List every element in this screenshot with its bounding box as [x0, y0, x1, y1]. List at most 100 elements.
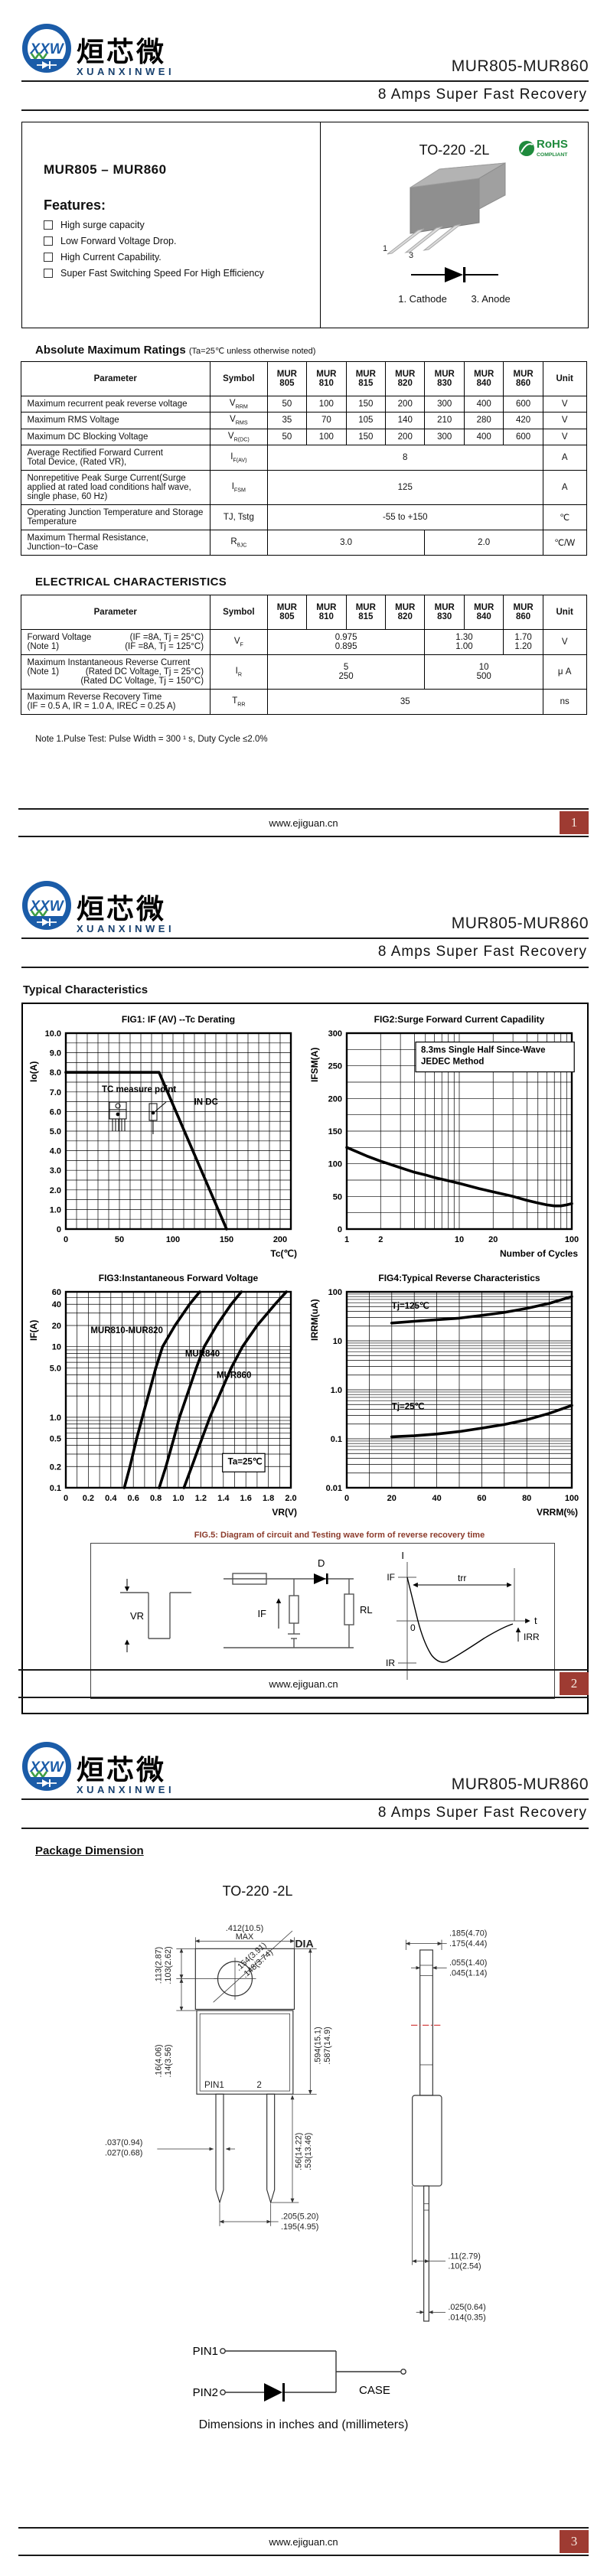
logo-chinese-name: 烜芯微	[77, 35, 167, 67]
svg-text:1.2: 1.2	[195, 1494, 207, 1503]
fig4-cell: FIG4:Typical Reverse Characteristics 0 20 4…	[305, 1270, 586, 1523]
fig4-reverse-characteristics-chart: FIG4:Typical Reverse Characteristics 0 20 4…	[309, 1273, 579, 1518]
svg-text:8.3ms Single Half Since-Wave: 8.3ms Single Half Since-Wave	[421, 1046, 546, 1055]
svg-text:IR: IR	[386, 1658, 395, 1668]
footer-url: www.ejiguan.cn	[269, 1678, 338, 1690]
table-row: Maximum Reverse Recovery Time (IF = 0.5 A…	[20, 688, 587, 715]
package-panel: TO-220 -2L RoHS COMPLIANT	[321, 122, 588, 328]
svg-text:.594(15.1): .594(15.1)	[313, 2027, 322, 2064]
svg-text:1.0: 1.0	[50, 1205, 61, 1215]
svg-text:XXW: XXW	[29, 41, 64, 57]
svg-text:.014(0.35): .014(0.35)	[448, 2313, 485, 2322]
fig1-derating-chart: FIG1: IF (AV) --Tc Derating 0 50 100 150 200 0…	[28, 1014, 297, 1259]
svg-text:0: 0	[64, 1494, 68, 1503]
svg-text:.113(2.87): .113(2.87)	[154, 1947, 163, 1984]
characteristics-chart-box: FIG1: IF (AV) --Tc Derating 0 50 100 150 200 0…	[21, 1003, 589, 1714]
page-1: XXW 烜芯微 XUANXINWEI MUR805-MUR860 8 Amps …	[0, 0, 607, 857]
anode-label: 3. Anode	[471, 293, 511, 305]
footer-rule-2	[18, 2555, 589, 2556]
svg-text:150: 150	[220, 1235, 233, 1244]
table-row: Maximum RMS Voltage VRMS 35 70 105 140 210 280 4…	[20, 412, 587, 429]
svg-text:FIG4:Typical Reverse Character: FIG4:Typical Reverse Characteristics	[378, 1273, 540, 1283]
svg-text:1.0: 1.0	[50, 1414, 61, 1423]
package-drawing: .412(10.5) MAX .113(2.87) .103(2.62) .15…	[0, 1904, 607, 2333]
svg-text:.16(4.06): .16(4.06)	[154, 2044, 163, 2077]
table-row: Maximum DC Blocking Voltage VR(DC) 50 100 15…	[20, 428, 587, 445]
svg-text:60: 60	[52, 1288, 61, 1297]
feature-item: High surge capacity	[44, 220, 320, 230]
product-subtitle: 8 Amps Super Fast Recovery	[377, 944, 587, 960]
part-number-title: MUR805-MUR860	[451, 57, 589, 75]
svg-text:D: D	[318, 1557, 325, 1569]
svg-text:.56(14.22): .56(14.22)	[294, 2133, 303, 2170]
logo-chinese-name: 烜芯微	[77, 892, 167, 924]
svg-text:.10(2.54): .10(2.54)	[448, 2262, 481, 2271]
svg-text:20: 20	[52, 1322, 61, 1331]
svg-text:2.0: 2.0	[50, 1186, 61, 1195]
pinout-caption: 1. Cathode 3. Anode	[321, 293, 588, 305]
svg-text:Ta=25℃: Ta=25℃	[228, 1456, 263, 1466]
svg-text:.045(1.14): .045(1.14)	[449, 1968, 487, 1978]
features-title: Features:	[44, 197, 106, 213]
footer-rule	[18, 1669, 589, 1671]
pulse-test-note: Note 1.Pulse Test: Pulse Width = 300 ¹ s…	[35, 734, 268, 744]
header-rule	[21, 937, 589, 939]
svg-text:0: 0	[344, 1494, 349, 1503]
elec-char-heading: ELECTRICAL CHARACTERISTICS	[35, 575, 227, 589]
svg-text:.175(4.44): .175(4.44)	[449, 1939, 487, 1948]
svg-text:20: 20	[488, 1235, 498, 1244]
svg-text:10: 10	[333, 1337, 342, 1346]
logo-chinese-name: 烜芯微	[77, 1753, 167, 1785]
checkbox-icon	[44, 269, 53, 278]
logo-english-name: XUANXINWEI	[77, 1784, 175, 1795]
svg-text:Number of Cycles: Number of Cycles	[500, 1248, 578, 1259]
svg-text:100: 100	[328, 1160, 341, 1169]
part-number-title: MUR805-MUR860	[451, 1775, 589, 1793]
logo-english-name: XUANXINWEI	[77, 923, 175, 934]
fig3-forward-voltage-chart: FIG3:Instantaneous Forward Voltage 0 0.2 0.…	[28, 1273, 298, 1518]
logo-english-name: XUANXINWEI	[77, 66, 175, 77]
svg-text:0: 0	[64, 1235, 68, 1244]
checkbox-icon	[44, 253, 53, 262]
footer-rule	[18, 2527, 589, 2529]
svg-text:60: 60	[477, 1494, 486, 1503]
svg-text:3.0: 3.0	[50, 1166, 61, 1176]
checkbox-icon	[44, 220, 53, 230]
svg-text:0.01: 0.01	[325, 1484, 341, 1493]
logo-icon: XXW	[21, 1741, 72, 1795]
header-rule-2	[21, 967, 589, 968]
svg-text:trr: trr	[458, 1573, 466, 1583]
internal-schematic: PIN1 PIN2 CASE	[0, 2333, 607, 2417]
svg-text:100: 100	[565, 1494, 579, 1503]
abs-max-heading: Absolute Maximum Ratings (Ta=25℃ unless …	[35, 344, 316, 357]
svg-text:Tj=25℃: Tj=25℃	[392, 1402, 425, 1412]
svg-text:FIG1: IF (AV) --Tc Derating: FIG1: IF (AV) --Tc Derating	[122, 1014, 235, 1025]
svg-text:6.0: 6.0	[50, 1107, 61, 1117]
svg-text:5.0: 5.0	[50, 1364, 61, 1373]
svg-text:50: 50	[115, 1235, 124, 1244]
page-number-badge: 2	[560, 1672, 589, 1695]
svg-text:VR(V): VR(V)	[272, 1507, 298, 1518]
svg-text:COMPLIANT: COMPLIANT	[537, 152, 568, 158]
svg-text:100: 100	[565, 1235, 579, 1244]
header: XXW 烜芯微 XUANXINWEI MUR805-MUR860	[0, 857, 607, 936]
svg-text:100: 100	[166, 1235, 180, 1244]
svg-text:RoHS: RoHS	[537, 138, 568, 151]
svg-text:PIN1: PIN1	[204, 2080, 224, 2090]
svg-text:1.8: 1.8	[263, 1494, 274, 1503]
page1-footer: www.ejiguan.cn 1	[18, 808, 589, 837]
product-subtitle: 8 Amps Super Fast Recovery	[377, 86, 587, 103]
table-header-row: Parameter Symbol MUR 805 MUR 810 MUR 815 MUR 820 M…	[20, 594, 587, 630]
part-number-title: MUR805-MUR860	[451, 915, 589, 932]
svg-text:5.0: 5.0	[50, 1127, 61, 1136]
svg-text:.027(0.68): .027(0.68)	[105, 2148, 142, 2157]
svg-text:MUR810-MUR820: MUR810-MUR820	[91, 1326, 164, 1335]
svg-text:IN DC: IN DC	[194, 1097, 218, 1107]
tc-measure-point-icons	[105, 1097, 178, 1141]
svg-text:0.6: 0.6	[128, 1494, 139, 1503]
product-info-box: MUR805 – MUR860 Features: High surge cap…	[21, 122, 589, 328]
package-3d-image: 1 3	[321, 158, 588, 263]
footer-rule-2	[18, 1697, 589, 1698]
package-type-label: TO-220 -2L	[222, 1883, 293, 1899]
svg-text:250: 250	[328, 1062, 341, 1071]
